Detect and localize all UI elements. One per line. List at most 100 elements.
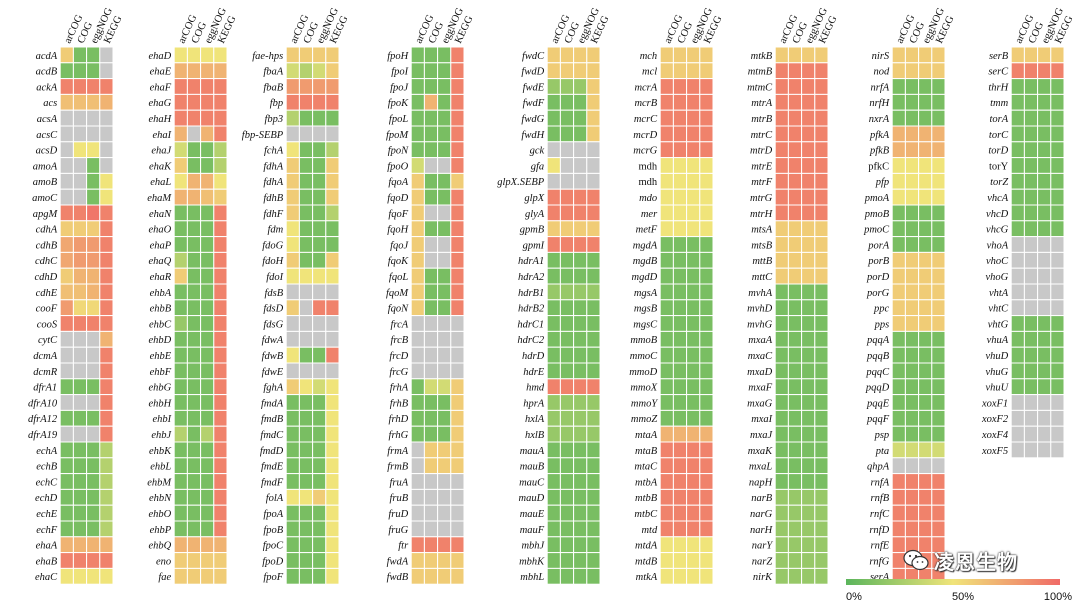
heatmap-cell xyxy=(72,125,88,143)
heatmap-cell xyxy=(72,157,88,174)
heatmap-cell xyxy=(787,378,803,396)
heatmap-cell xyxy=(1037,141,1052,159)
gene-label: fpoC xyxy=(263,541,284,552)
heatmap-cell xyxy=(559,441,575,459)
heatmap-cell xyxy=(659,457,674,475)
heatmap-cell xyxy=(559,109,575,127)
heatmap-cell xyxy=(686,172,701,190)
heatmap-cell xyxy=(559,457,575,475)
heatmap-cell xyxy=(801,93,816,111)
heatmap-cell xyxy=(686,141,701,159)
heatmap-cell xyxy=(586,46,601,64)
gene-label: ehbI xyxy=(153,414,172,425)
heatmap-cell xyxy=(213,473,228,490)
heatmap-cell xyxy=(200,441,215,459)
gene-label: ehbO xyxy=(148,509,171,520)
gene-label: fdwB xyxy=(262,351,284,362)
gene-label: fwdG xyxy=(521,114,544,125)
heatmap-cell xyxy=(573,362,588,380)
heatmap-cell xyxy=(559,504,575,522)
heatmap-cell xyxy=(1037,425,1052,443)
heatmap-cell xyxy=(774,315,789,332)
heatmap-cell xyxy=(173,188,188,206)
watermark: 凌恩生物 xyxy=(903,546,1018,574)
heatmap-cell xyxy=(186,251,202,269)
heatmap-panel-9: arCOGCOGeggNOGKEGGserBserCthrHtmmtorAtor… xyxy=(981,6,1076,459)
heatmap-cell xyxy=(801,141,816,159)
heatmap-cell xyxy=(410,488,425,506)
heatmap-cell xyxy=(699,267,714,285)
legend-tick-label: 0% xyxy=(846,591,862,603)
gene-label: mcl xyxy=(642,67,657,78)
gene-label: acdB xyxy=(36,67,58,78)
heatmap-cell xyxy=(659,567,674,585)
gene-label: serA xyxy=(870,572,890,583)
gene-label: fmdD xyxy=(260,446,284,457)
heatmap-cell xyxy=(891,78,906,95)
heatmap-cell xyxy=(546,378,561,396)
heatmap-cell xyxy=(186,425,202,443)
gene-label: ackA xyxy=(36,82,58,93)
heatmap-cell xyxy=(586,188,601,206)
heatmap-cell xyxy=(325,46,340,64)
gene-label: frhD xyxy=(389,414,409,425)
heatmap-cell xyxy=(410,346,425,364)
gene-label: vhcD xyxy=(986,209,1009,220)
heatmap-cell xyxy=(312,425,327,443)
heatmap-cell xyxy=(774,552,789,569)
heatmap-cell xyxy=(186,283,202,301)
gene-label: nrfH xyxy=(869,98,890,109)
gene-label: fqoJ xyxy=(390,240,409,251)
heatmap-cell xyxy=(559,520,575,538)
gene-label: gpmB xyxy=(520,225,545,236)
gene-label: apgM xyxy=(33,209,59,220)
heatmap-cell xyxy=(814,188,829,206)
heatmap-cell xyxy=(686,362,701,380)
heatmap-cell xyxy=(59,330,74,348)
heatmap-cell xyxy=(814,125,829,143)
heatmap-cell xyxy=(573,473,588,490)
gene-label: dfrA1 xyxy=(33,383,57,394)
gene-label: dcmA xyxy=(33,351,57,362)
gene-label: echA xyxy=(36,446,58,457)
heatmap-cell xyxy=(59,552,74,569)
heatmap-cell xyxy=(86,346,101,364)
heatmap-cell xyxy=(686,157,701,174)
heatmap-cell xyxy=(325,204,340,222)
heatmap-cell xyxy=(573,346,588,364)
heatmap-cell xyxy=(659,236,674,253)
heatmap-cell xyxy=(546,78,561,95)
heatmap-cell xyxy=(450,488,465,506)
gene-label: dfrA12 xyxy=(28,414,58,425)
heatmap-cell xyxy=(1037,188,1052,206)
heatmap-cell xyxy=(410,172,425,190)
gene-label: amoB xyxy=(33,177,58,188)
heatmap-cell xyxy=(814,457,829,475)
heatmap-cell xyxy=(298,109,314,127)
heatmap-cell xyxy=(546,157,561,174)
gene-label: mgsC xyxy=(633,319,658,330)
heatmap-cell xyxy=(659,46,674,64)
heatmap-cell xyxy=(285,346,300,364)
gene-label: mtkB xyxy=(751,51,773,62)
heatmap-cell xyxy=(774,394,789,411)
heatmap-cell xyxy=(904,267,920,285)
heatmap-cell xyxy=(99,473,114,490)
heatmap-cell xyxy=(86,504,101,522)
heatmap-cell xyxy=(285,93,300,111)
heatmap-cell xyxy=(72,220,88,238)
heatmap-cell xyxy=(918,283,933,301)
heatmap-cell xyxy=(72,330,88,348)
heatmap-cell xyxy=(546,488,561,506)
heatmap-cell xyxy=(72,567,88,585)
heatmap-cell xyxy=(213,362,228,380)
heatmap-cell xyxy=(437,315,452,332)
heatmap-cell xyxy=(774,425,789,443)
gene-label: acsA xyxy=(37,114,58,125)
heatmap-cell xyxy=(312,457,327,475)
heatmap-cell xyxy=(285,441,300,459)
heatmap-cell xyxy=(814,504,829,522)
heatmap-cell xyxy=(173,251,188,269)
heatmap-cell xyxy=(59,520,74,538)
heatmap-cell xyxy=(801,425,816,443)
